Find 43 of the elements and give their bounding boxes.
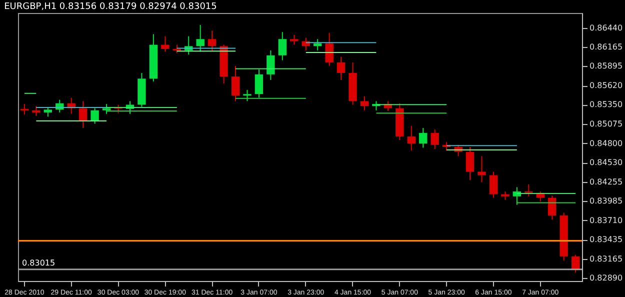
y-tick-label: 0.83710 <box>590 216 623 225</box>
y-tick-label: 0.84800 <box>590 138 623 148</box>
candlestick <box>102 103 111 114</box>
candlestick <box>208 30 216 51</box>
candlestick <box>231 65 240 102</box>
candlestick <box>290 34 298 46</box>
candlestick <box>325 32 334 66</box>
candlestick <box>548 195 556 220</box>
candlestick <box>161 36 170 52</box>
y-tick-label: 0.84255 <box>590 177 623 186</box>
candlestick <box>360 96 369 111</box>
y-tick-label: 0.85075 <box>590 120 623 129</box>
candlestick <box>489 171 498 198</box>
candlestick <box>524 184 533 197</box>
candlestick <box>466 146 474 181</box>
y-tick-label: 0.84530 <box>590 158 623 168</box>
y-tick-label: 0.83985 <box>590 196 623 206</box>
candlestick <box>266 50 275 80</box>
candlestick <box>278 32 287 61</box>
candlestick <box>90 108 99 124</box>
candlestick <box>571 254 580 274</box>
candlestick <box>44 107 52 118</box>
candlestick <box>407 125 416 152</box>
candlestick <box>20 103 29 116</box>
candlestick <box>78 100 88 128</box>
candlestick <box>243 89 252 102</box>
candlestick <box>430 128 439 150</box>
candlestick <box>336 56 346 80</box>
y-tick-label: 0.85350 <box>590 100 623 110</box>
y-tick-label: 0.86440 <box>590 23 623 32</box>
y-tick-label: 0.83165 <box>590 254 623 264</box>
candlestick <box>419 127 428 148</box>
ref-line-label: 0.83015 <box>22 258 56 268</box>
candlestick <box>196 24 204 52</box>
chart-title: EURGBP,H1 0.83156 0.83179 0.82974 0.83015 <box>4 2 217 12</box>
candlestick <box>478 156 486 183</box>
candlestick <box>254 68 264 98</box>
y-tick-label: 0.85620 <box>590 81 623 90</box>
y-tick-label: 0.83435 <box>590 235 623 244</box>
candlestick <box>32 106 40 116</box>
y-tick-label: 0.86165 <box>590 42 623 52</box>
y-tick-label: 0.82890 <box>590 274 623 283</box>
y-tick-label: 0.85895 <box>590 62 623 71</box>
